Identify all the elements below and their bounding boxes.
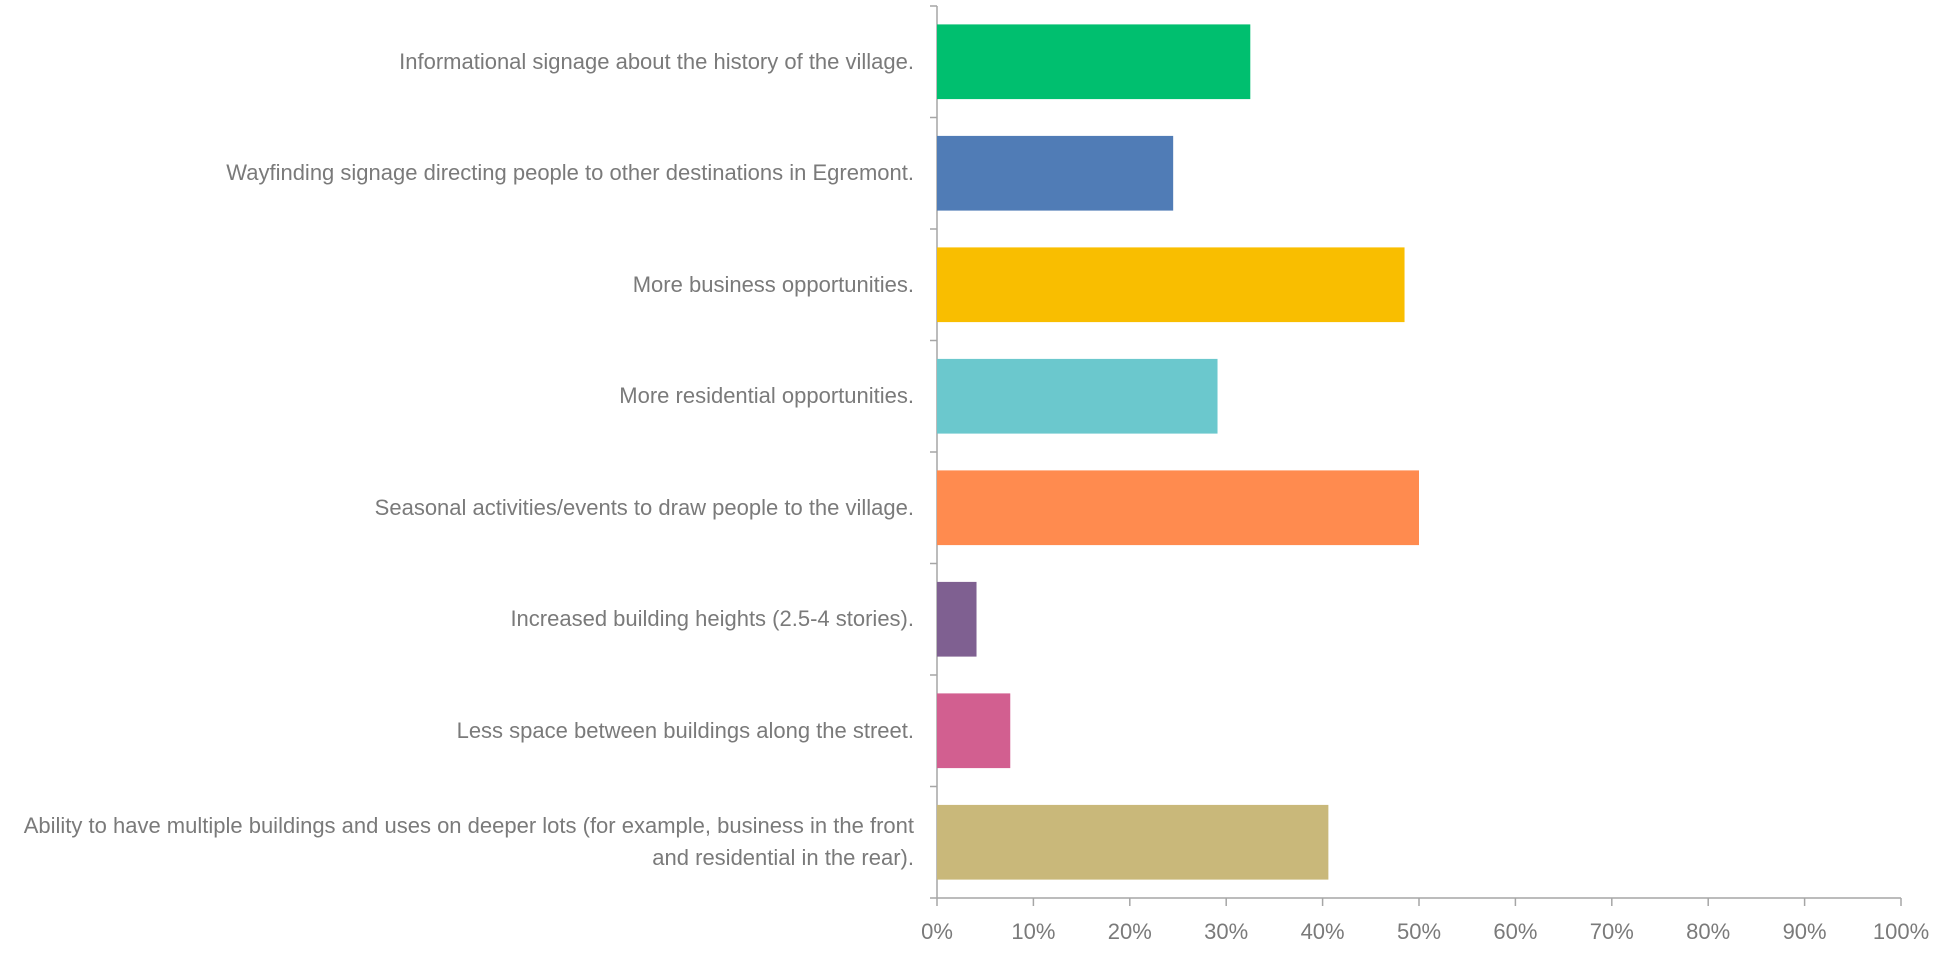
x-tick-label: 20%	[1108, 919, 1152, 944]
x-tick-label: 50%	[1397, 919, 1441, 944]
bar	[937, 135, 1174, 211]
x-tick-label: 70%	[1590, 919, 1634, 944]
category-label: Ability to have multiple buildings and u…	[23, 813, 914, 871]
bar	[937, 470, 1419, 546]
bar	[937, 24, 1251, 100]
category-label: Seasonal activities/events to draw peopl…	[374, 494, 914, 520]
x-tick-label: 80%	[1686, 919, 1730, 944]
x-tick-label: 0%	[921, 919, 953, 944]
category-label: Increased building heights (2.5-4 storie…	[510, 606, 914, 632]
x-tick-label: 90%	[1783, 919, 1827, 944]
x-tick-label: 60%	[1493, 919, 1537, 944]
x-tick-label: 10%	[1011, 919, 1055, 944]
x-tick-label: 100%	[1873, 919, 1929, 944]
bar	[937, 247, 1405, 323]
category-label: Wayfinding signage directing people to o…	[226, 160, 914, 186]
x-tick-label: 40%	[1301, 919, 1345, 944]
bar	[937, 693, 1011, 769]
category-label: Informational signage about the history …	[399, 48, 914, 74]
category-label: More residential opportunities.	[619, 383, 914, 409]
bar	[937, 804, 1329, 880]
category-label: Less space between buildings along the s…	[456, 717, 914, 743]
bar	[937, 581, 977, 657]
bar	[937, 358, 1218, 434]
x-tick-label: 30%	[1204, 919, 1248, 944]
category-label: More business opportunities.	[632, 271, 914, 297]
